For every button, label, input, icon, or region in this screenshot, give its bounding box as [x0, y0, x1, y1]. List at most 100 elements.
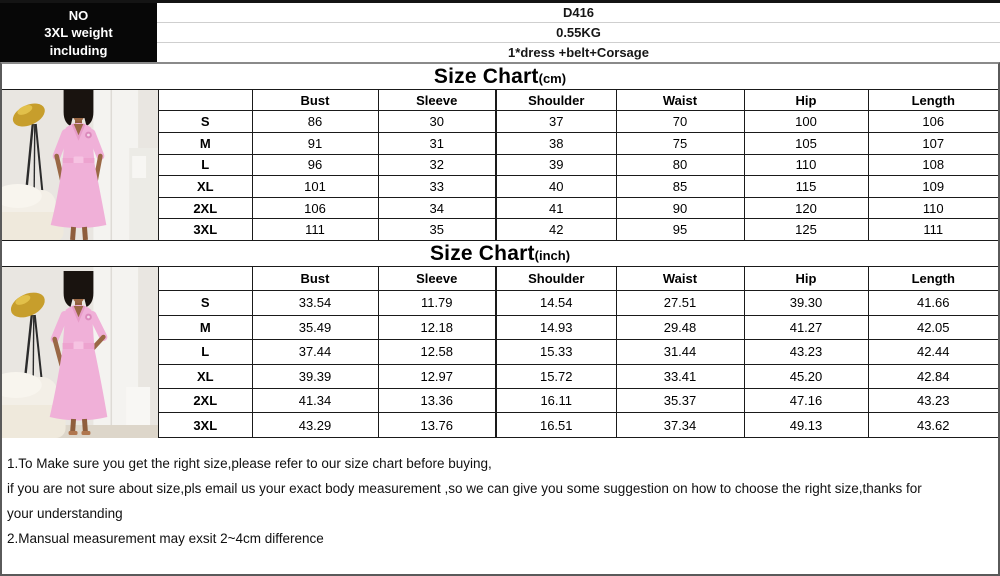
value-cell: 37.44: [251, 339, 379, 365]
value-cell: 29.48: [615, 314, 745, 341]
value-cell: 107: [867, 132, 998, 155]
value-cell: 27.51: [615, 290, 745, 316]
value-cell: 14.93: [495, 314, 617, 341]
value-cell: 43.23: [743, 339, 869, 365]
size-cell: L: [159, 339, 253, 365]
value-cell: 45.20: [743, 363, 869, 390]
value-cell: 33.54: [251, 290, 379, 316]
table-row: 3XL 43.29 13.76 16.51 37.34 49.13 43.62: [159, 412, 998, 438]
value-cell: 15.72: [495, 363, 617, 390]
title-text: Size Chart: [429, 242, 535, 265]
value-cell: 42.05: [867, 314, 998, 341]
value-cell: 43.29: [251, 412, 379, 438]
value-cell: 35.37: [615, 387, 745, 414]
value-cell: 40: [495, 175, 617, 198]
col-blank: [159, 267, 253, 292]
table-row: L 37.44 12.58 15.33 31.44 43.23 42.44: [159, 339, 998, 365]
value-cell: 16.11: [495, 387, 617, 414]
value-cell: 34: [377, 196, 497, 220]
col-length: Length: [867, 90, 998, 112]
note-line-4: 2.Mansual measurement may exsit 2~4cm di…: [7, 531, 324, 546]
value-cell: 43.23: [867, 387, 998, 414]
value-cell: 37: [495, 110, 617, 134]
value-cell: 49.13: [743, 412, 869, 438]
table-row: XL 39.39 12.97 15.72 33.41 45.20 42.84: [159, 363, 998, 390]
table-row: 2XL 41.34 13.36 16.11 35.37 47.16 43.23: [159, 387, 998, 414]
top-header: NO 3XL weight including D416 0.55KG 1*dr…: [0, 0, 1000, 62]
col-shoulder: Shoulder: [495, 90, 617, 112]
size-cell: XL: [159, 363, 253, 390]
size-cell: M: [159, 132, 253, 155]
package-weight: 0.55KG: [157, 23, 1000, 43]
value-cell: 109: [867, 175, 998, 198]
weight-note-line: 3XL weight: [44, 25, 113, 40]
note-line-3: your understanding: [7, 506, 123, 521]
title-text: Size Chart: [433, 65, 539, 88]
value-cell: 106: [251, 196, 379, 220]
value-cell: 16.51: [495, 412, 617, 438]
product-photo-illustration: [2, 267, 158, 438]
value-cell: 96: [251, 153, 379, 177]
col-hip: Hip: [743, 267, 869, 292]
value-cell: 105: [743, 132, 869, 155]
value-cell: 12.97: [377, 363, 497, 390]
value-cell: 43.62: [867, 412, 998, 438]
col-waist: Waist: [615, 267, 745, 292]
value-cell: 75: [615, 132, 745, 155]
value-cell: 39.39: [251, 363, 379, 390]
value-cell: 110: [743, 153, 869, 177]
value-cell: 12.58: [377, 339, 497, 365]
size-chart-inch-title: Size Chart (inch): [2, 240, 998, 267]
value-cell: 38: [495, 132, 617, 155]
sofa: [2, 184, 64, 240]
value-cell: 42: [495, 218, 617, 240]
main-content-box: Size Chart (cm): [0, 62, 1000, 576]
table-header-row: Bust Sleeve Shoulder Waist Hip Length: [159, 90, 998, 112]
value-cell: 14.54: [495, 290, 617, 316]
value-cell: 42.44: [867, 339, 998, 365]
col-hip: Hip: [743, 90, 869, 112]
product-image-cm: [2, 90, 159, 240]
size-cell: L: [159, 153, 253, 177]
value-cell: 15.33: [495, 339, 617, 365]
col-blank: [159, 90, 253, 112]
value-cell: 33: [377, 175, 497, 198]
value-cell: 31.44: [615, 339, 745, 365]
value-cell: 41.34: [251, 387, 379, 414]
col-length: Length: [867, 267, 998, 292]
size-cell: S: [159, 290, 253, 316]
size-cell: 2XL: [159, 387, 253, 414]
value-cell: 35.49: [251, 314, 379, 341]
value-cell: 108: [867, 153, 998, 177]
value-cell: 86: [251, 110, 379, 134]
product-photo-illustration: [2, 90, 158, 240]
col-bust: Bust: [251, 267, 379, 292]
value-cell: 30: [377, 110, 497, 134]
value-cell: 111: [251, 218, 379, 240]
value-cell: 41.27: [743, 314, 869, 341]
weight-note-box: NO 3XL weight including: [0, 3, 157, 62]
value-cell: 42.84: [867, 363, 998, 390]
value-cell: 111: [867, 218, 998, 240]
size-chart-cm-section: Bust Sleeve Shoulder Waist Hip Length S …: [2, 90, 998, 240]
value-cell: 91: [251, 132, 379, 155]
wall-panel: [126, 387, 151, 427]
table-row: M 91 31 38 75 105 107: [159, 132, 998, 155]
table-row: 3XL 111 35 42 95 125 111: [159, 218, 998, 240]
value-cell: 13.76: [377, 412, 497, 438]
col-shoulder: Shoulder: [495, 267, 617, 292]
value-cell: 32: [377, 153, 497, 177]
size-table-inch: Bust Sleeve Shoulder Waist Hip Length S …: [159, 267, 998, 438]
weight-note-line: NO: [68, 7, 89, 23]
table-row: XL 101 33 40 85 115 109: [159, 175, 998, 198]
skirt: [49, 349, 108, 421]
value-cell: 120: [743, 196, 869, 220]
col-waist: Waist: [615, 90, 745, 112]
model-number: D416: [157, 3, 1000, 23]
title-unit: (inch): [534, 248, 571, 263]
size-cell: XL: [159, 175, 253, 198]
value-cell: 70: [615, 110, 745, 134]
value-cell: 33.41: [615, 363, 745, 390]
value-cell: 90: [615, 196, 745, 220]
